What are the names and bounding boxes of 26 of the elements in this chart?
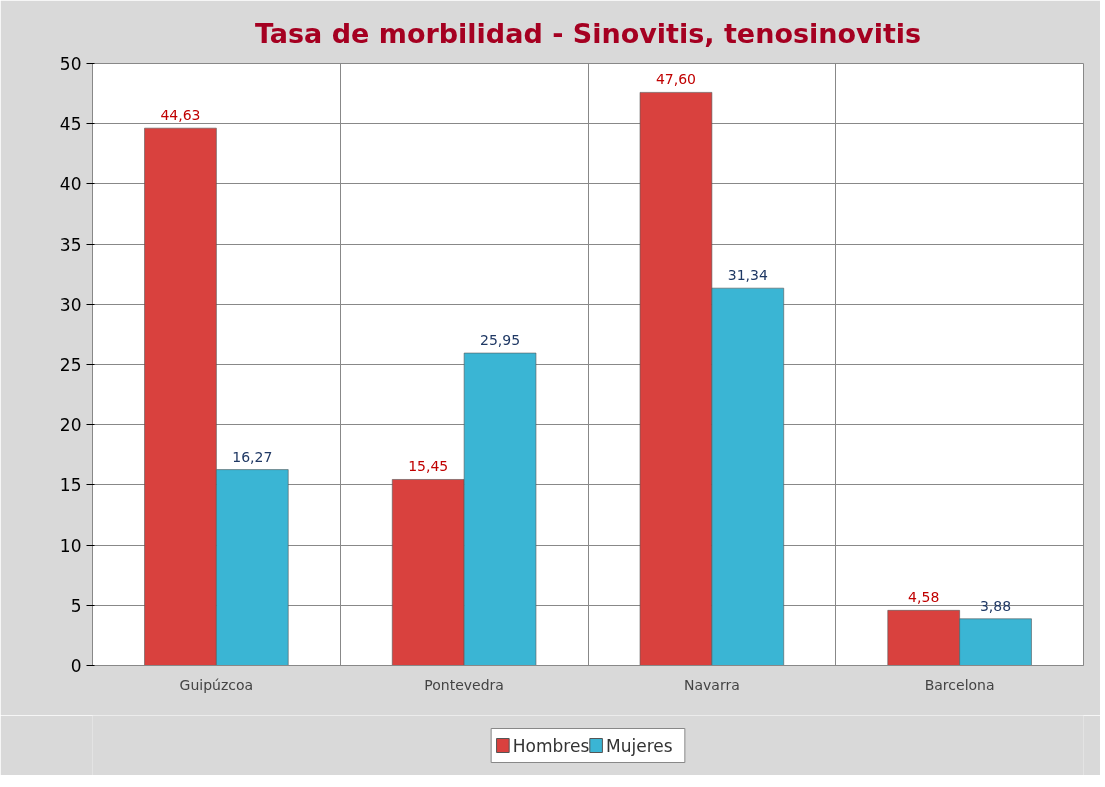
x-tick-label: Pontevedra [424, 676, 504, 693]
y-tick-label: 0 [70, 656, 82, 676]
data-label: 44,63 [160, 107, 201, 124]
y-tick-label: 40 [59, 174, 82, 195]
data-label: 15,45 [408, 458, 449, 475]
data-label: 3,88 [979, 597, 1012, 614]
y-tick-label: 20 [59, 415, 82, 436]
legend-label: Mujeres [606, 735, 673, 756]
chart-title: Tasa de morbilidad - Sinovitis, tenosinovitis [254, 17, 922, 49]
legend-label: Hombres [512, 735, 590, 756]
x-tick-label: Barcelona [924, 676, 995, 693]
y-tick-label: 50 [59, 54, 82, 74]
data-label: 31,34 [727, 267, 768, 284]
y-tick-label: 5 [70, 595, 82, 616]
y-tick-label: 25 [59, 355, 82, 375]
y-tick-label: 30 [59, 294, 82, 315]
y-tick-label: 45 [59, 114, 82, 135]
x-tick-label: Navarra [683, 676, 740, 693]
data-label: 25,95 [480, 332, 521, 349]
y-tick-label: 15 [59, 475, 82, 496]
x-tick-label: Guipúzcoa [179, 676, 254, 693]
y-tick-label: 10 [59, 535, 82, 556]
data-label: 16,27 [232, 448, 273, 465]
y-tick-label: 35 [59, 234, 82, 255]
data-label: 4,58 [908, 589, 940, 606]
data-label: 47,60 [655, 71, 697, 88]
